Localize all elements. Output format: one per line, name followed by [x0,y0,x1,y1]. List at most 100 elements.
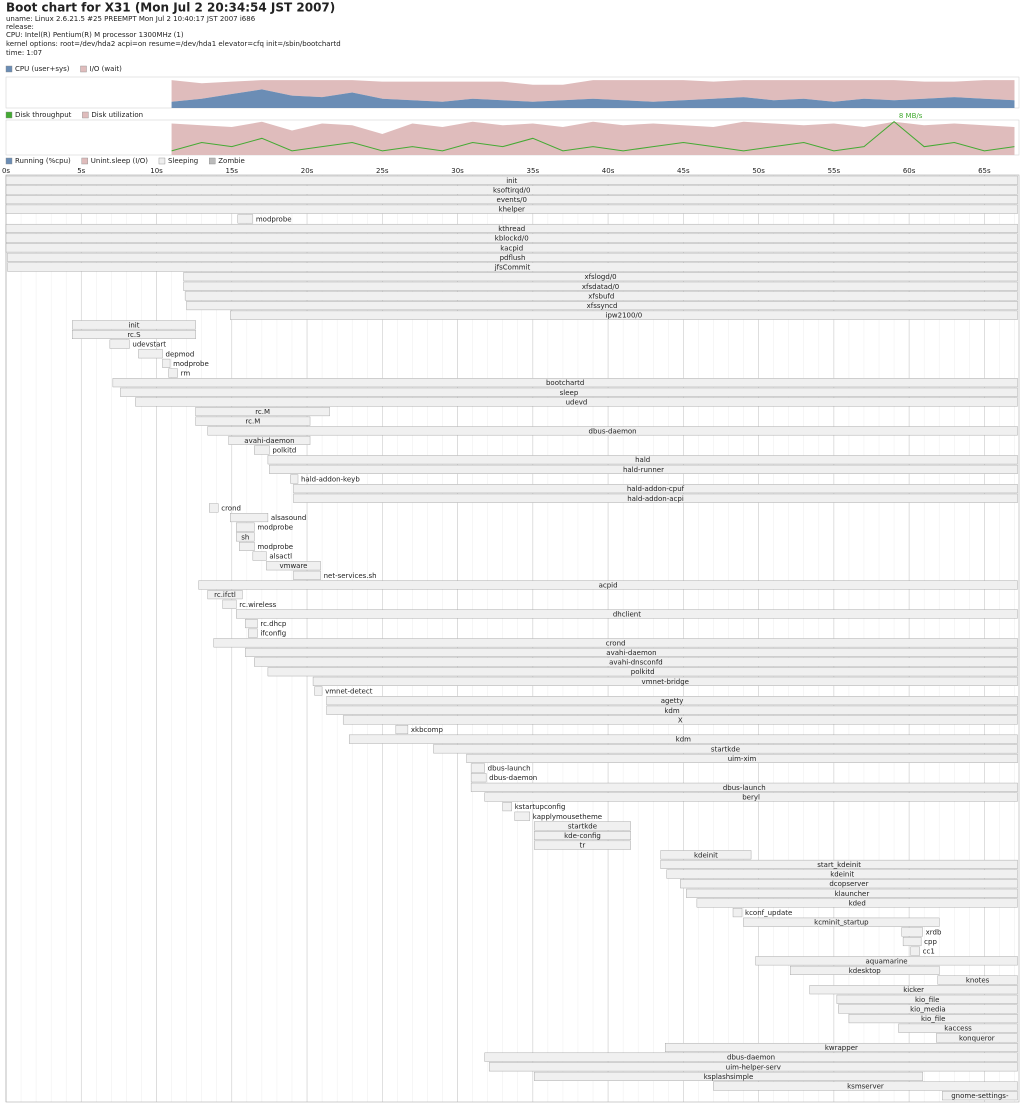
legend-label: Unint.sleep (I/O) [91,157,148,165]
process-bar [112,378,1018,388]
boot-time: time: 1:07 [6,49,42,57]
process-name: sleep [560,389,579,397]
process-bar [534,831,631,841]
process-name: rc.ifctl [214,591,236,599]
process-name: xfslogd/0 [584,273,616,281]
process-bar [222,599,237,609]
process-name: dcopserver [829,880,868,888]
process-bar [910,946,920,956]
process-bar [72,329,196,340]
process-bar [395,725,409,735]
process-name: agetty [661,697,684,705]
process-bar [848,1014,1018,1024]
process-name: avahi-dnsconfd [609,659,663,667]
process-bar [660,850,752,860]
x-tick-label: 5s [77,167,85,175]
process-name: uim-xim [728,755,757,763]
process-bar [183,272,1018,282]
process-name: ifconfig [260,630,286,638]
legend-swatch [158,157,166,165]
legend-swatch [209,157,216,165]
process-bar [207,590,243,600]
process-name: kcminit_startup [814,919,869,927]
process-bar [755,956,1018,966]
release: release: [6,23,34,31]
process-name: kblockd/0 [495,235,529,243]
process-name: ksplashsimple [704,1073,754,1081]
process-name: aquamarine [865,957,907,965]
process-bar [207,426,1018,436]
process-bar [666,869,1018,879]
process-bar [484,1052,1018,1062]
process-name: kio_media [910,1005,946,1013]
process-bar [665,1042,1018,1053]
cpu-info: CPU: Intel(R) Pentium(R) M processor 130… [6,31,184,39]
process-name: knotes [966,977,990,985]
process-bar [135,397,1018,407]
process-name: ipw2100/0 [606,312,643,320]
process-name: bootchartd [546,379,584,387]
process-name: startkde [568,822,597,830]
process-name: xkbcomp [411,726,444,734]
process-bar [836,994,1018,1004]
process-bar [488,1062,1018,1072]
process-bar [228,435,311,445]
process-name: hald-addon-keyb [301,476,360,484]
legend-label: Zombie [218,157,245,165]
process-name: kdm [664,707,679,715]
process-bar [237,214,254,224]
process-bar [5,185,1018,195]
process-name: modprobe [257,543,293,551]
process-bar [236,609,1018,619]
process-bar [209,503,219,513]
process-name: vmnet-bridge [642,678,689,686]
process-bar [252,551,267,561]
process-bar [7,252,1018,262]
process-name: kdeinit [830,871,854,879]
legend-swatch [80,65,87,73]
process-bar [470,782,1018,792]
throughput-annotation: 8 MB/s [899,112,923,120]
process-frame [5,174,1020,1103]
process-bar [269,464,1018,474]
process-name: acpid [599,582,618,590]
x-tick-label: 10s [150,167,163,175]
process-name: depmod [166,350,195,358]
process-name: kaccess [944,1025,972,1033]
process-name: kapplymousetheme [533,813,602,821]
process-bar [433,744,1018,754]
process-name: cc1 [923,948,935,956]
process-bar [293,570,321,580]
process-name: polkitd [272,447,296,455]
process-name: xrdb [926,928,942,936]
process-name: udevd [566,398,588,406]
process-bar [312,676,1018,686]
process-name: rc.wireless [239,601,276,609]
process-bar [183,281,1018,291]
process-bar [168,368,178,378]
legend-label: Disk utilization [91,111,143,119]
process-name: kthread [498,225,525,233]
process-bar [213,638,1018,648]
legend-swatch [81,157,88,165]
process-bar [809,985,1018,995]
process-bar [198,580,1018,590]
x-tick-label: 40s [602,167,615,175]
process-name: kded [849,899,866,907]
process-bar [314,686,323,696]
process-name: X [678,716,683,724]
process-bar [7,262,1018,272]
process-name: avahi-daemon [244,437,294,445]
process-name: vmware [279,562,307,570]
process-bar [838,1004,1018,1014]
process-bar [342,715,1018,725]
process-bar [5,233,1018,243]
process-bar [534,840,631,850]
process-bar [248,628,258,638]
process-name: init [506,177,517,185]
process-bar [293,493,1018,503]
process-bar [5,223,1018,234]
process-name: hald-runner [623,466,664,474]
process-bar [732,908,743,918]
process-bar [195,407,330,417]
